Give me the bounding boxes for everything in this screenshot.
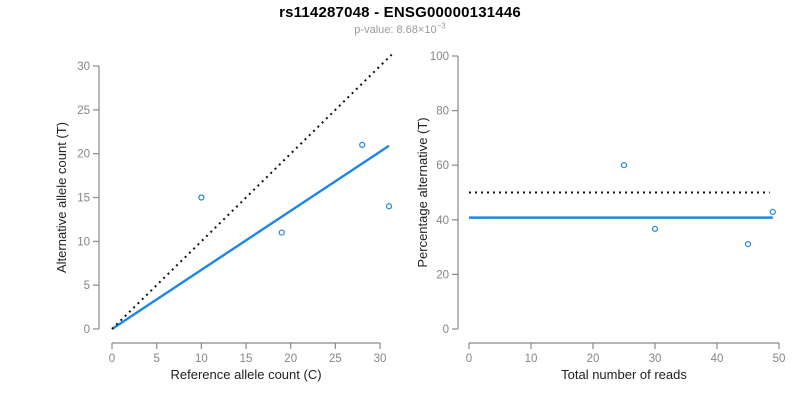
right-scatter-panel: 0 10 20 30 40 50 0 20 40 60 80 100 Total number of r… xyxy=(415,51,785,382)
x-tick-label: 20 xyxy=(587,353,600,365)
data-points xyxy=(620,162,776,248)
y-tick-label: 80 xyxy=(436,106,449,118)
y-axis: 0 5 10 15 20 25 30 xyxy=(77,61,100,336)
plot-title: rs114287048 - ENSG00000131446 xyxy=(279,4,521,21)
x-axis: 0 10 20 30 40 50 xyxy=(466,342,786,365)
y-tick-label: 20 xyxy=(77,149,90,161)
data-point xyxy=(359,141,366,148)
y-axis-title: Percentage alternative (T) xyxy=(415,117,430,267)
y-axis: 0 20 40 60 80 100 xyxy=(430,51,459,336)
x-axis: 0 5 10 15 20 25 30 xyxy=(109,342,387,365)
p-value-base: 8.68×10 xyxy=(396,24,437,36)
data-points xyxy=(198,141,393,236)
data-point xyxy=(620,162,628,169)
left-scatter-panel: 0 5 10 15 20 25 30 0 5 10 15 20 25 30 Reference allele… xyxy=(54,53,393,382)
x-axis-title: Reference allele count (C) xyxy=(171,367,322,382)
p-value-subtitle: p-value: 8.68×10−3 xyxy=(0,21,800,36)
y-tick-label: 0 xyxy=(84,324,90,336)
y-tick-label: 100 xyxy=(430,51,449,63)
data-point xyxy=(769,208,776,215)
y-tick-label: 0 xyxy=(443,324,449,336)
y-tick-label: 20 xyxy=(436,269,449,281)
x-tick-label: 50 xyxy=(773,353,786,365)
identity-line xyxy=(111,53,393,330)
data-point xyxy=(744,240,752,248)
x-tick-label: 5 xyxy=(153,353,159,365)
fit-line xyxy=(111,144,390,331)
x-tick-label: 25 xyxy=(329,353,342,365)
x-tick-label: 15 xyxy=(240,353,253,365)
data-point xyxy=(198,194,205,201)
p-value-exponent: −3 xyxy=(436,21,446,31)
x-tick-label: 10 xyxy=(195,353,208,365)
x-tick-label: 10 xyxy=(525,353,538,365)
x-axis-title: Total number of reads xyxy=(561,367,687,382)
x-tick-label: 40 xyxy=(711,353,724,365)
y-tick-label: 10 xyxy=(77,236,90,248)
data-point xyxy=(651,225,659,232)
p-value-prefix: p-value: xyxy=(354,24,394,36)
data-point xyxy=(278,229,285,236)
data-point xyxy=(385,203,393,210)
y-axis-title: Alternative allele count (T) xyxy=(54,122,69,273)
x-tick-label: 0 xyxy=(109,353,115,365)
x-tick-label: 30 xyxy=(649,353,662,365)
y-tick-label: 25 xyxy=(77,105,90,117)
x-tick-label: 30 xyxy=(374,353,387,365)
y-tick-label: 5 xyxy=(84,280,90,292)
y-tick-label: 30 xyxy=(77,61,90,73)
y-tick-label: 15 xyxy=(77,193,90,205)
x-tick-label: 20 xyxy=(284,353,297,365)
y-tick-label: 40 xyxy=(436,215,449,227)
y-tick-label: 60 xyxy=(436,160,449,172)
x-tick-label: 0 xyxy=(466,353,472,365)
